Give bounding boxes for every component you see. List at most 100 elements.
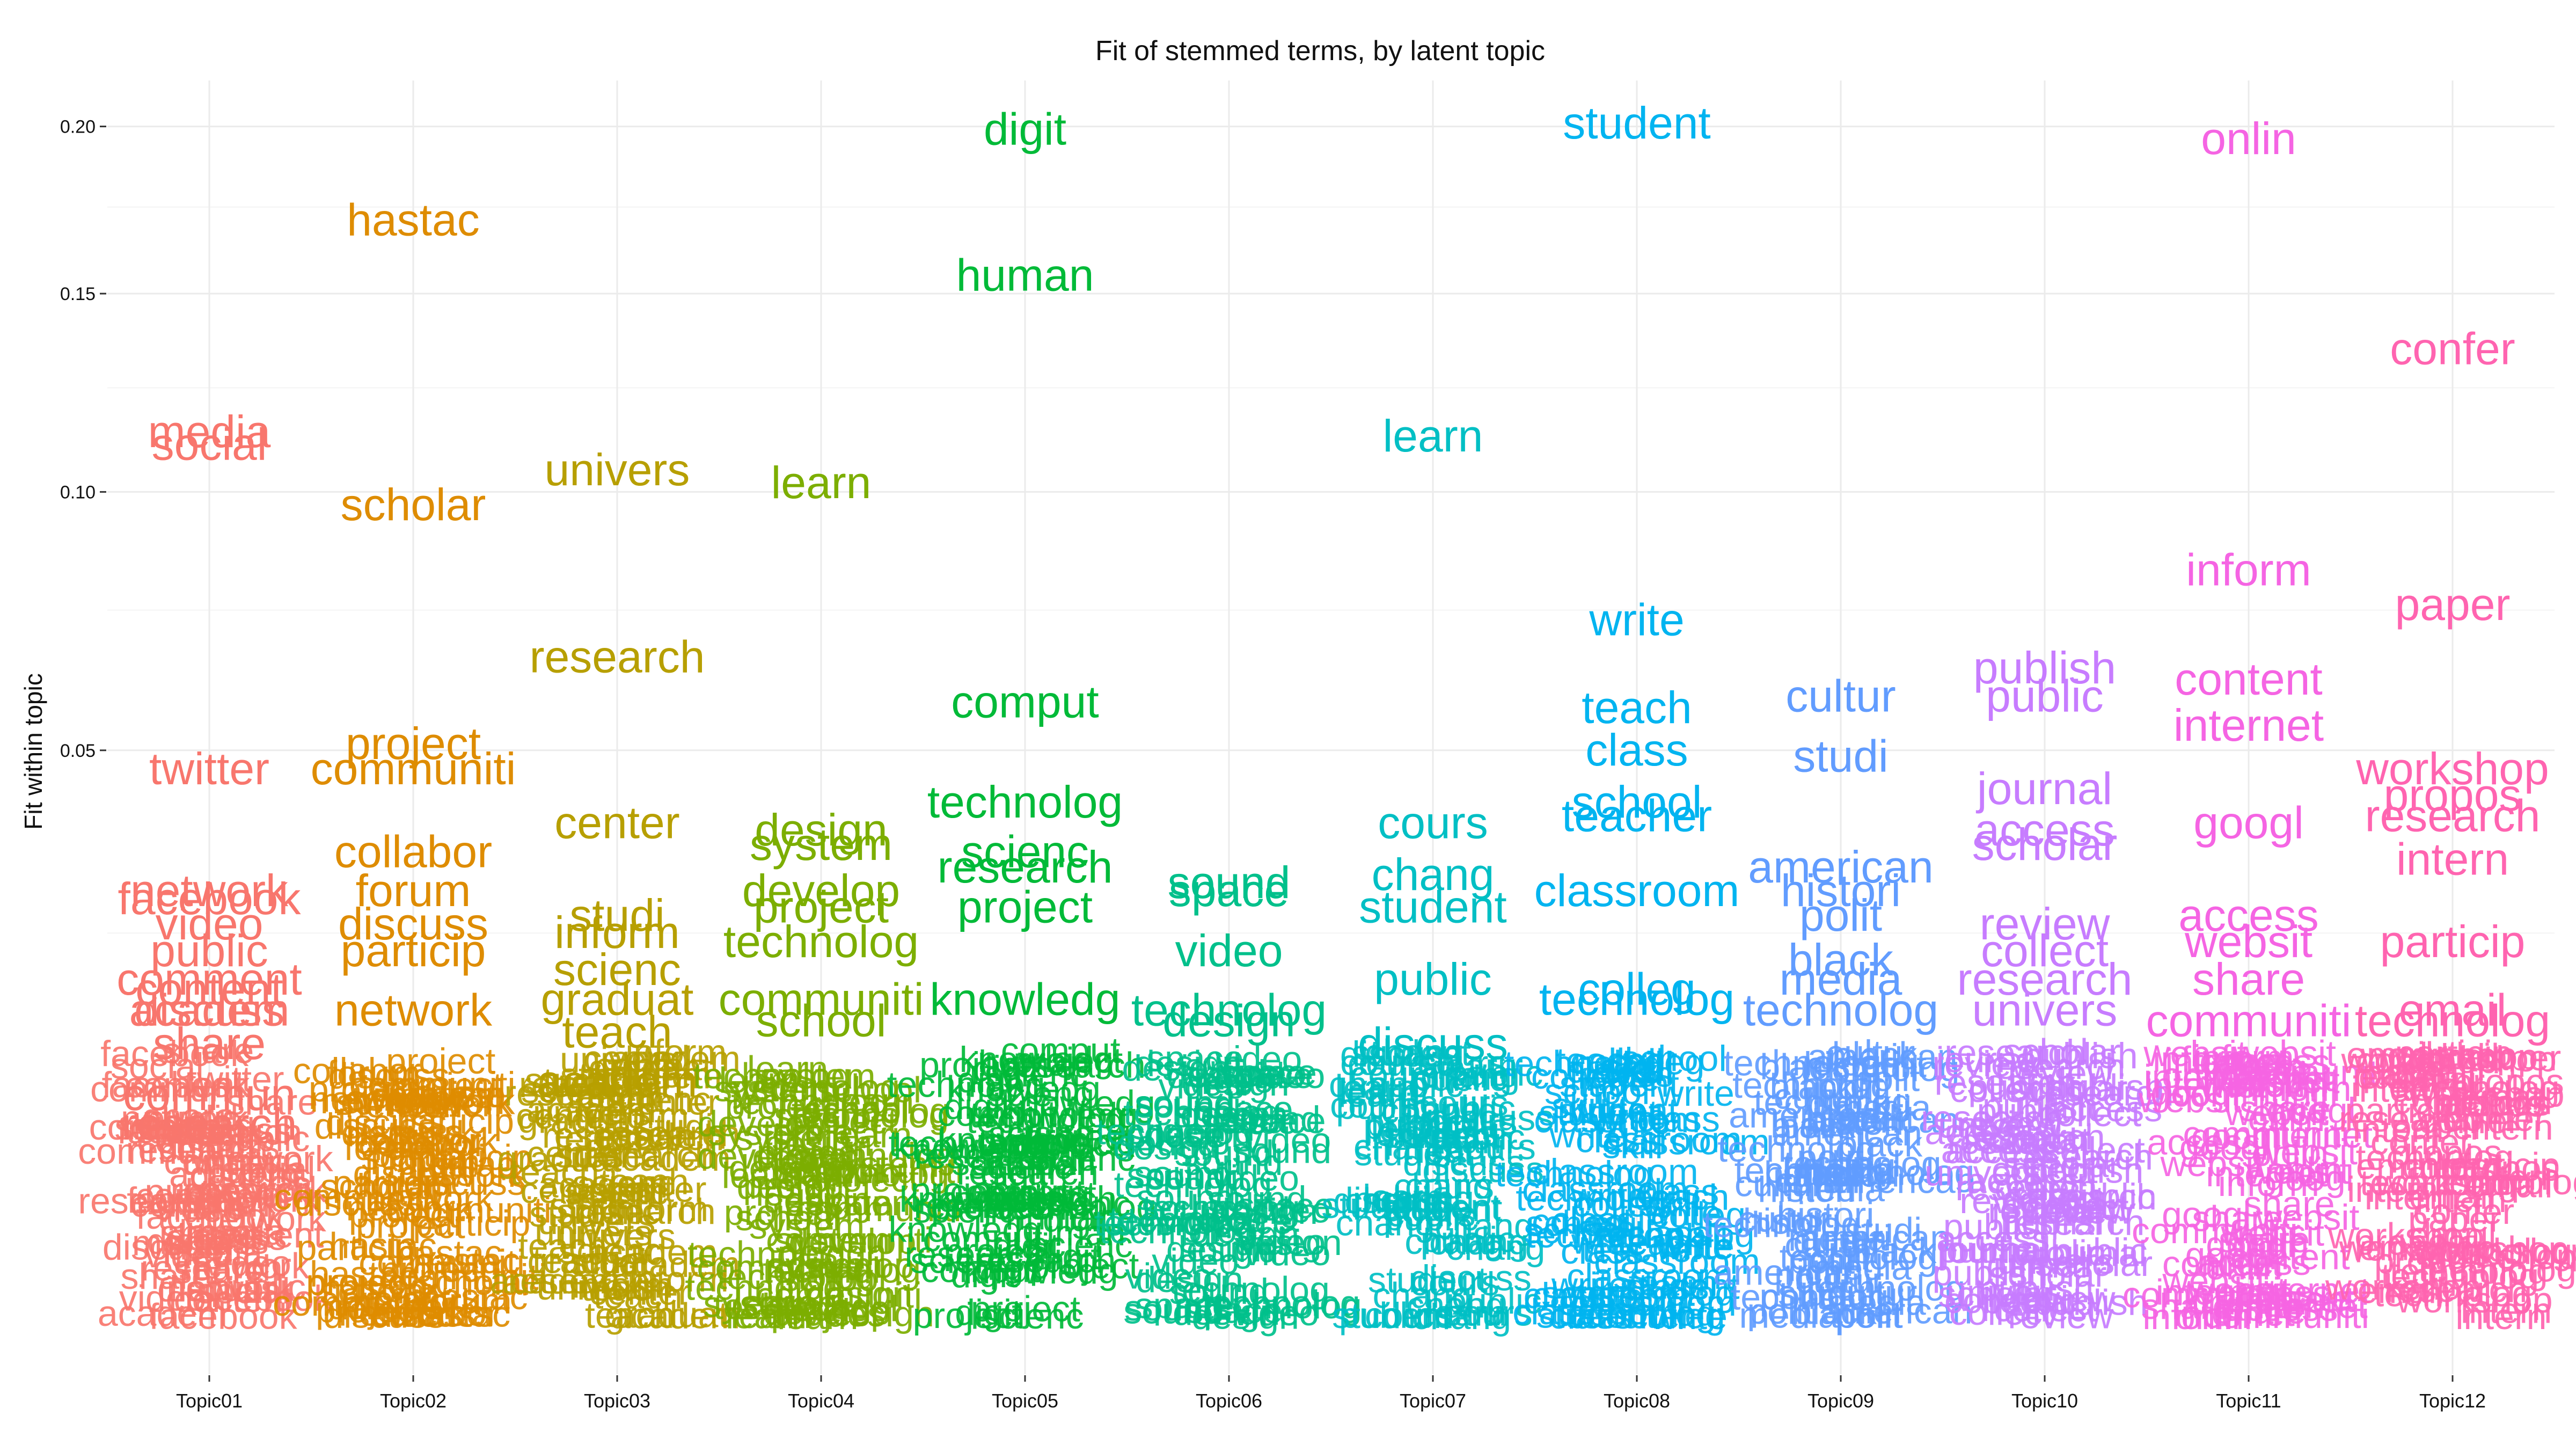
term-cloud-point: teacher <box>1582 1229 1704 1270</box>
term-cloud-point: comput <box>1001 1030 1121 1071</box>
term-cloud-point: content <box>137 1120 257 1161</box>
term-cloud-point: design <box>1122 1048 1229 1089</box>
term-cloud-point: inform <box>572 1265 674 1305</box>
term-cloud-point: project <box>380 1249 489 1290</box>
term-cloud-point: communiti <box>358 1242 525 1283</box>
term-cloud-point: teach <box>510 1152 599 1193</box>
term-label-learn: learn <box>771 457 872 508</box>
term-cloud-point: univers <box>533 1092 650 1133</box>
term-cloud-point: communiti <box>273 1283 439 1324</box>
term-cloud-point: technolog <box>1597 1214 1755 1255</box>
term-cloud-point: network <box>166 1268 295 1309</box>
term-cloud-point: scienc <box>1032 1138 1136 1179</box>
term-cloud-point: graduat <box>528 1241 652 1281</box>
term-cloud-point: graduat <box>588 1047 712 1088</box>
term-cloud-point: system <box>723 1069 838 1110</box>
term-cloud-point: share <box>174 1251 265 1292</box>
term-cloud-point: scienc <box>988 1074 1092 1114</box>
term-cloud-point: collabor <box>371 1293 499 1333</box>
term-cloud-point: discuss <box>1410 1258 1532 1298</box>
term-cloud-point: project <box>724 1086 834 1127</box>
term-cloud-point: sound <box>1126 1155 1226 1196</box>
term-cloud-point: media <box>132 1223 231 1264</box>
term-cloud-point: discuss <box>326 1102 448 1143</box>
term-cloud-point: discuss <box>372 1294 494 1335</box>
term-cloud-point: discuss <box>1422 1149 1544 1190</box>
term-cloud-point: student <box>1381 1186 1501 1227</box>
term-cloud-point: technolog <box>1109 1199 1267 1240</box>
term-label-technolog: technolog <box>723 916 919 967</box>
term-cloud-point: write <box>1570 1090 1648 1131</box>
term-label-googl: googl <box>2193 798 2304 848</box>
term-cloud-point: network <box>184 1174 312 1215</box>
series-topic10: publishpublicjournalaccessscholarreviewc… <box>1957 643 2133 1035</box>
term-cloud-point: research <box>573 1135 715 1176</box>
term-cloud-point: communiti <box>385 1190 552 1230</box>
term-cloud-point: class <box>1566 1050 1649 1091</box>
term-cloud-point: network <box>371 1120 499 1161</box>
term-cloud-point: design <box>805 1274 912 1315</box>
term-cloud-point: academ <box>592 1056 722 1097</box>
term-cloud-point: public <box>1421 1219 1516 1260</box>
term-cloud-point: video <box>1219 1053 1307 1093</box>
term-cloud-point: particip <box>413 1203 530 1244</box>
term-cloud-point: communiti <box>795 1188 962 1229</box>
term-cloud-point: facebook <box>136 1196 284 1237</box>
term-cloud-point: technolog <box>1202 1283 1360 1324</box>
term-cloud-point: video <box>204 1243 291 1283</box>
term-cloud-point: inform <box>627 1259 729 1300</box>
term-cloud-point: sound <box>1207 1179 1306 1220</box>
term-cloud-point: classroom <box>1522 1169 1688 1210</box>
term-cloud-point: center <box>520 1170 621 1211</box>
term-label-communiti: communiti <box>311 743 516 794</box>
term-cloud-point: research <box>542 1115 684 1156</box>
term-cloud-point: discuss <box>295 1183 416 1224</box>
term-cloud-point: discuss <box>157 1268 279 1309</box>
term-cloud-point: scienc <box>608 1079 711 1120</box>
term-label-polit: polit <box>1799 890 1882 940</box>
term-cloud-point: project <box>809 1159 919 1200</box>
term-cloud-point: social <box>197 1271 290 1311</box>
term-cloud-point: discuss <box>130 1106 252 1147</box>
term-label-social: social <box>152 419 267 469</box>
term-cloud-point: learn <box>772 1141 853 1181</box>
term-cloud-point: twitter <box>182 1142 280 1183</box>
term-cloud-point: scienc <box>910 1240 1014 1281</box>
term-cloud-point: space <box>1200 1101 1297 1142</box>
term-cloud-point: commun <box>130 1184 270 1225</box>
term-cloud-point: chang <box>1413 1057 1512 1098</box>
term-cloud-point: project <box>1011 1123 1121 1164</box>
term-cloud-point: polit <box>1759 1276 1826 1317</box>
term-cloud-point: technolog <box>693 1055 851 1096</box>
term-cloud-point: share <box>168 1216 259 1257</box>
term-cloud-point: space <box>1185 1290 1283 1331</box>
term-cloud-point: space <box>1173 1095 1270 1135</box>
term-cloud-point: center <box>526 1133 628 1174</box>
term-cloud-point: discuss <box>103 1227 224 1268</box>
term-cloud-point: design <box>1234 1222 1342 1263</box>
term-cloud-point: video <box>1215 1039 1302 1079</box>
term-cloud-point: chang <box>1375 1178 1474 1219</box>
term-cloud-point: research <box>1004 1045 1146 1086</box>
term-cloud-point: teach <box>565 1176 654 1217</box>
term-cloud-point: system <box>708 1112 823 1153</box>
term-cloud-point: research <box>1984 1046 2126 1087</box>
term-cloud-point: share <box>114 1106 206 1147</box>
term-cloud-point: discuss <box>328 1056 450 1097</box>
term-cloud-point: school <box>777 1151 882 1192</box>
term-cloud-point: facebook <box>184 1278 333 1319</box>
term-cloud-point: network <box>199 1199 327 1239</box>
term-cloud-point: commun <box>164 1141 304 1182</box>
term-cloud-point: space <box>1216 1055 1313 1096</box>
term-cloud-point: develop <box>763 1292 891 1332</box>
term-label-student: student <box>1359 881 1507 932</box>
y-tick-label: 0.05 <box>60 741 96 761</box>
term-cloud-layer: discussresearchtwittersharesharenetworkc… <box>78 1030 2576 1337</box>
term-cloud-point: cours <box>1340 1042 1429 1083</box>
term-cloud-point: video <box>1239 1222 1326 1263</box>
term-cloud-point: system <box>767 1245 882 1286</box>
term-cloud-point: discuss <box>1376 1113 1498 1154</box>
term-label-network: network <box>334 984 493 1035</box>
term-cloud-point: research <box>913 1185 1056 1226</box>
term-cloud-point: class <box>1637 1099 1720 1140</box>
